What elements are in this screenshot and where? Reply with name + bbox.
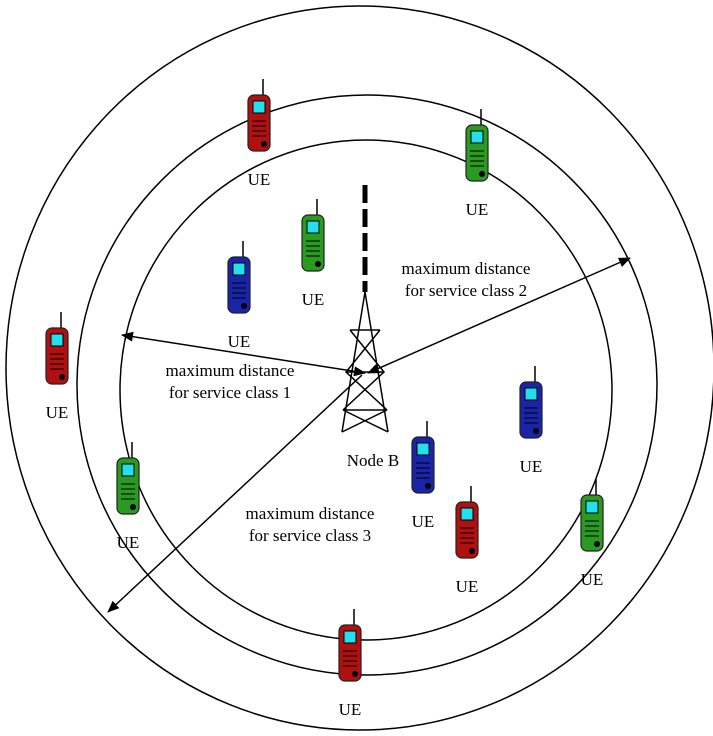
distance-label: for service class 2	[405, 281, 527, 300]
node-b-label: Node B	[347, 451, 399, 470]
distance-label: maximum distance	[246, 504, 375, 523]
phone	[227, 241, 251, 314]
distance-label: for service class 3	[249, 526, 371, 545]
phone-dot	[479, 171, 485, 177]
phone-dot	[533, 428, 539, 434]
phone-label: UE	[412, 512, 435, 531]
phone	[301, 199, 325, 272]
phone-dot	[241, 303, 247, 309]
distance-label: maximum distance	[402, 259, 531, 278]
phone-screen	[524, 387, 538, 401]
tower	[341, 185, 389, 433]
phone-label: UE	[46, 403, 69, 422]
phone-label: UE	[466, 200, 489, 219]
phone	[116, 442, 140, 515]
phone-label: UE	[581, 570, 604, 589]
middle-circle	[76, 94, 658, 676]
phone	[411, 421, 435, 494]
phone-label: UE	[339, 700, 362, 719]
phone-screen	[460, 507, 474, 521]
phone-dot	[130, 504, 136, 510]
distance-label: maximum distance	[166, 361, 295, 380]
phone-dot	[594, 541, 600, 547]
phone	[455, 486, 479, 559]
outer-circle	[5, 5, 713, 731]
phone-dot	[425, 483, 431, 489]
arrows	[107, 257, 631, 613]
phone-screen	[585, 500, 599, 514]
phone	[45, 312, 69, 385]
phone-dot	[352, 671, 358, 677]
phone-label: UE	[302, 290, 325, 309]
phone	[519, 366, 543, 439]
phone	[465, 109, 489, 182]
phone-label: UE	[248, 170, 271, 189]
phone-screen	[416, 442, 430, 456]
phone-screen	[470, 130, 484, 144]
inner-circle	[119, 139, 613, 641]
phone-label: UE	[456, 577, 479, 596]
phone-label: UE	[228, 332, 251, 351]
distance-label: for service class 1	[169, 383, 291, 402]
phone-dot	[469, 548, 475, 554]
phone-screen	[252, 100, 266, 114]
phone-screen	[232, 262, 246, 276]
phone	[580, 479, 604, 552]
phone-dot	[315, 261, 321, 267]
phone-dot	[59, 374, 65, 380]
phone-screen	[121, 463, 135, 477]
phone-screen	[306, 220, 320, 234]
phone-screen	[50, 333, 64, 347]
phone-screen	[343, 630, 357, 644]
phone-label: UE	[117, 533, 140, 552]
phone-dot	[261, 141, 267, 147]
phone	[247, 79, 271, 152]
phone	[338, 609, 362, 682]
phone-label: UE	[520, 457, 543, 476]
